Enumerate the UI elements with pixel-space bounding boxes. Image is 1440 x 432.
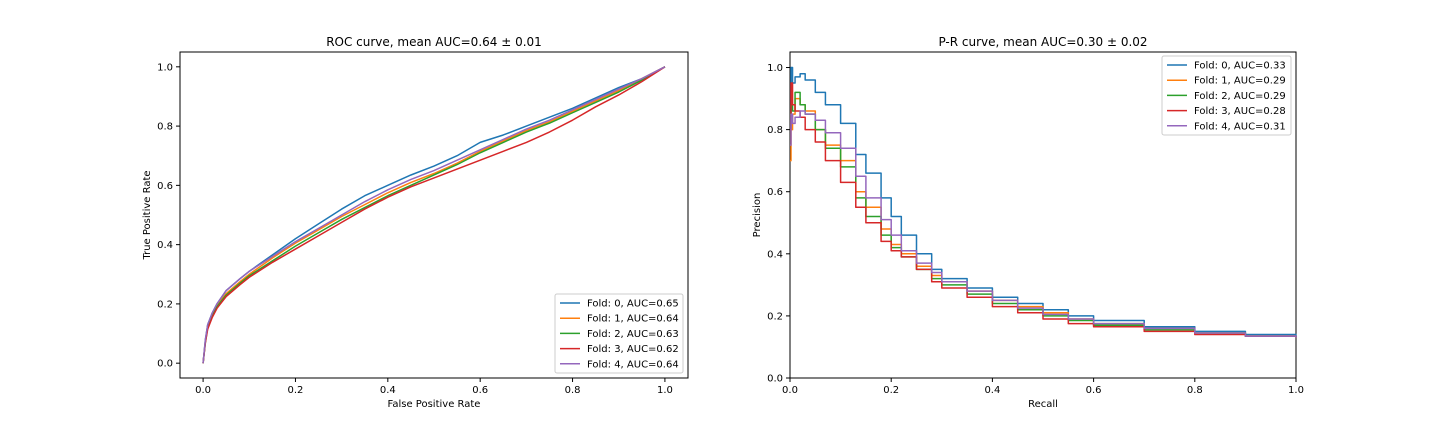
roc-series-group <box>202 66 666 364</box>
roc-legend-label: Fold: 4, AUC=0.64 <box>587 359 679 370</box>
pr-plot-frame <box>789 51 1297 379</box>
roc-chart-panel: 0.0 0.2 0.4 0.6 0.8 1.0 0.0 0.2 0.4 0.6 0.8 1.0 ROC… <box>142 35 689 410</box>
pr-xtick-label: 0.4 <box>984 385 1000 396</box>
pr-title: P-R curve, mean AUC=0.30 ± 0.02 <box>938 35 1147 49</box>
pr-ytick-label: 0.8 <box>767 125 783 136</box>
roc-legend-label: Fold: 3, AUC=0.62 <box>587 344 679 355</box>
roc-xtick-label: 0.8 <box>565 385 581 396</box>
roc-xlabel: False Positive Rate <box>388 399 481 410</box>
roc-legend-label: Fold: 2, AUC=0.63 <box>587 329 679 340</box>
pr-ylabel: Precision <box>752 193 763 238</box>
roc-ylabel: True Positive Rate <box>142 170 153 260</box>
pr-ytick-label: 0.4 <box>767 249 783 260</box>
roc-title: ROC curve, mean AUC=0.64 ± 0.01 <box>326 35 542 49</box>
pr-xlabel: Recall <box>1028 399 1058 410</box>
roc-tick-group: 0.0 0.2 0.4 0.6 0.8 1.0 0.0 0.2 0.4 0.6 0.8 1.0 <box>157 62 673 396</box>
pr-series-group <box>790 66 1297 338</box>
pr-series-line-fold-3 <box>790 82 1297 338</box>
roc-ytick-label: 0.2 <box>157 299 173 310</box>
pr-ytick-label: 1.0 <box>767 63 783 74</box>
pr-legend-label: Fold: 3, AUC=0.28 <box>1194 106 1286 117</box>
roc-ytick-label: 0.6 <box>157 181 173 192</box>
roc-legend-box <box>554 293 684 374</box>
pr-legend-label: Fold: 0, AUC=0.33 <box>1194 61 1286 72</box>
pr-legend-label: Fold: 4, AUC=0.31 <box>1194 121 1286 132</box>
pr-xtick-label: 1.0 <box>1288 385 1304 396</box>
roc-ytick-label: 0.4 <box>157 240 173 251</box>
pr-xtick-label: 0.6 <box>1086 385 1102 396</box>
pr-legend-label: Fold: 2, AUC=0.29 <box>1194 91 1286 102</box>
pr-xtick-label: 0.2 <box>883 385 899 396</box>
roc-xtick-label: 0.0 <box>195 385 211 396</box>
roc-legend-label: Fold: 1, AUC=0.64 <box>587 314 679 325</box>
pr-xtick-label: 0.0 <box>782 385 798 396</box>
pr-legend-label: Fold: 1, AUC=0.29 <box>1194 76 1286 87</box>
roc-series-line-fold-4 <box>202 66 666 364</box>
roc-series-line-fold-2 <box>202 66 666 364</box>
roc-legend-label: Fold: 0, AUC=0.65 <box>587 299 679 310</box>
roc-legend: Fold: 0, AUC=0.65 Fold: 1, AUC=0.64 Fold: … <box>554 293 684 374</box>
roc-xtick-label: 0.2 <box>288 385 304 396</box>
pr-chart-panel: 0.0 0.2 0.4 0.6 0.8 1.0 0.0 0.2 0.4 0.6 0.8 1.0 P-R… <box>752 35 1304 410</box>
roc-series-line-fold-3 <box>202 66 666 364</box>
pr-tick-group: 0.0 0.2 0.4 0.6 0.8 1.0 0.0 0.2 0.4 0.6 0.8 1.0 <box>767 63 1304 396</box>
roc-ytick-label: 0.8 <box>157 122 173 133</box>
pr-series-line-fold-4 <box>790 110 1297 338</box>
roc-series-line-fold-1 <box>202 66 666 364</box>
roc-xtick-label: 1.0 <box>657 385 673 396</box>
roc-ytick-label: 1.0 <box>157 62 173 73</box>
pr-legend: Fold: 0, AUC=0.33 Fold: 1, AUC=0.29 Fold: … <box>1161 55 1292 136</box>
roc-xtick-label: 0.6 <box>472 385 488 396</box>
roc-ytick-label: 0.0 <box>157 359 173 370</box>
pr-legend-box <box>1161 55 1292 136</box>
pr-xtick-label: 0.8 <box>1187 385 1203 396</box>
roc-xtick-label: 0.4 <box>380 385 396 396</box>
pr-ytick-label: 0.6 <box>767 187 783 198</box>
pr-ytick-label: 0.2 <box>767 311 783 322</box>
pr-ytick-label: 0.0 <box>767 374 783 385</box>
roc-plot-frame <box>179 51 689 379</box>
